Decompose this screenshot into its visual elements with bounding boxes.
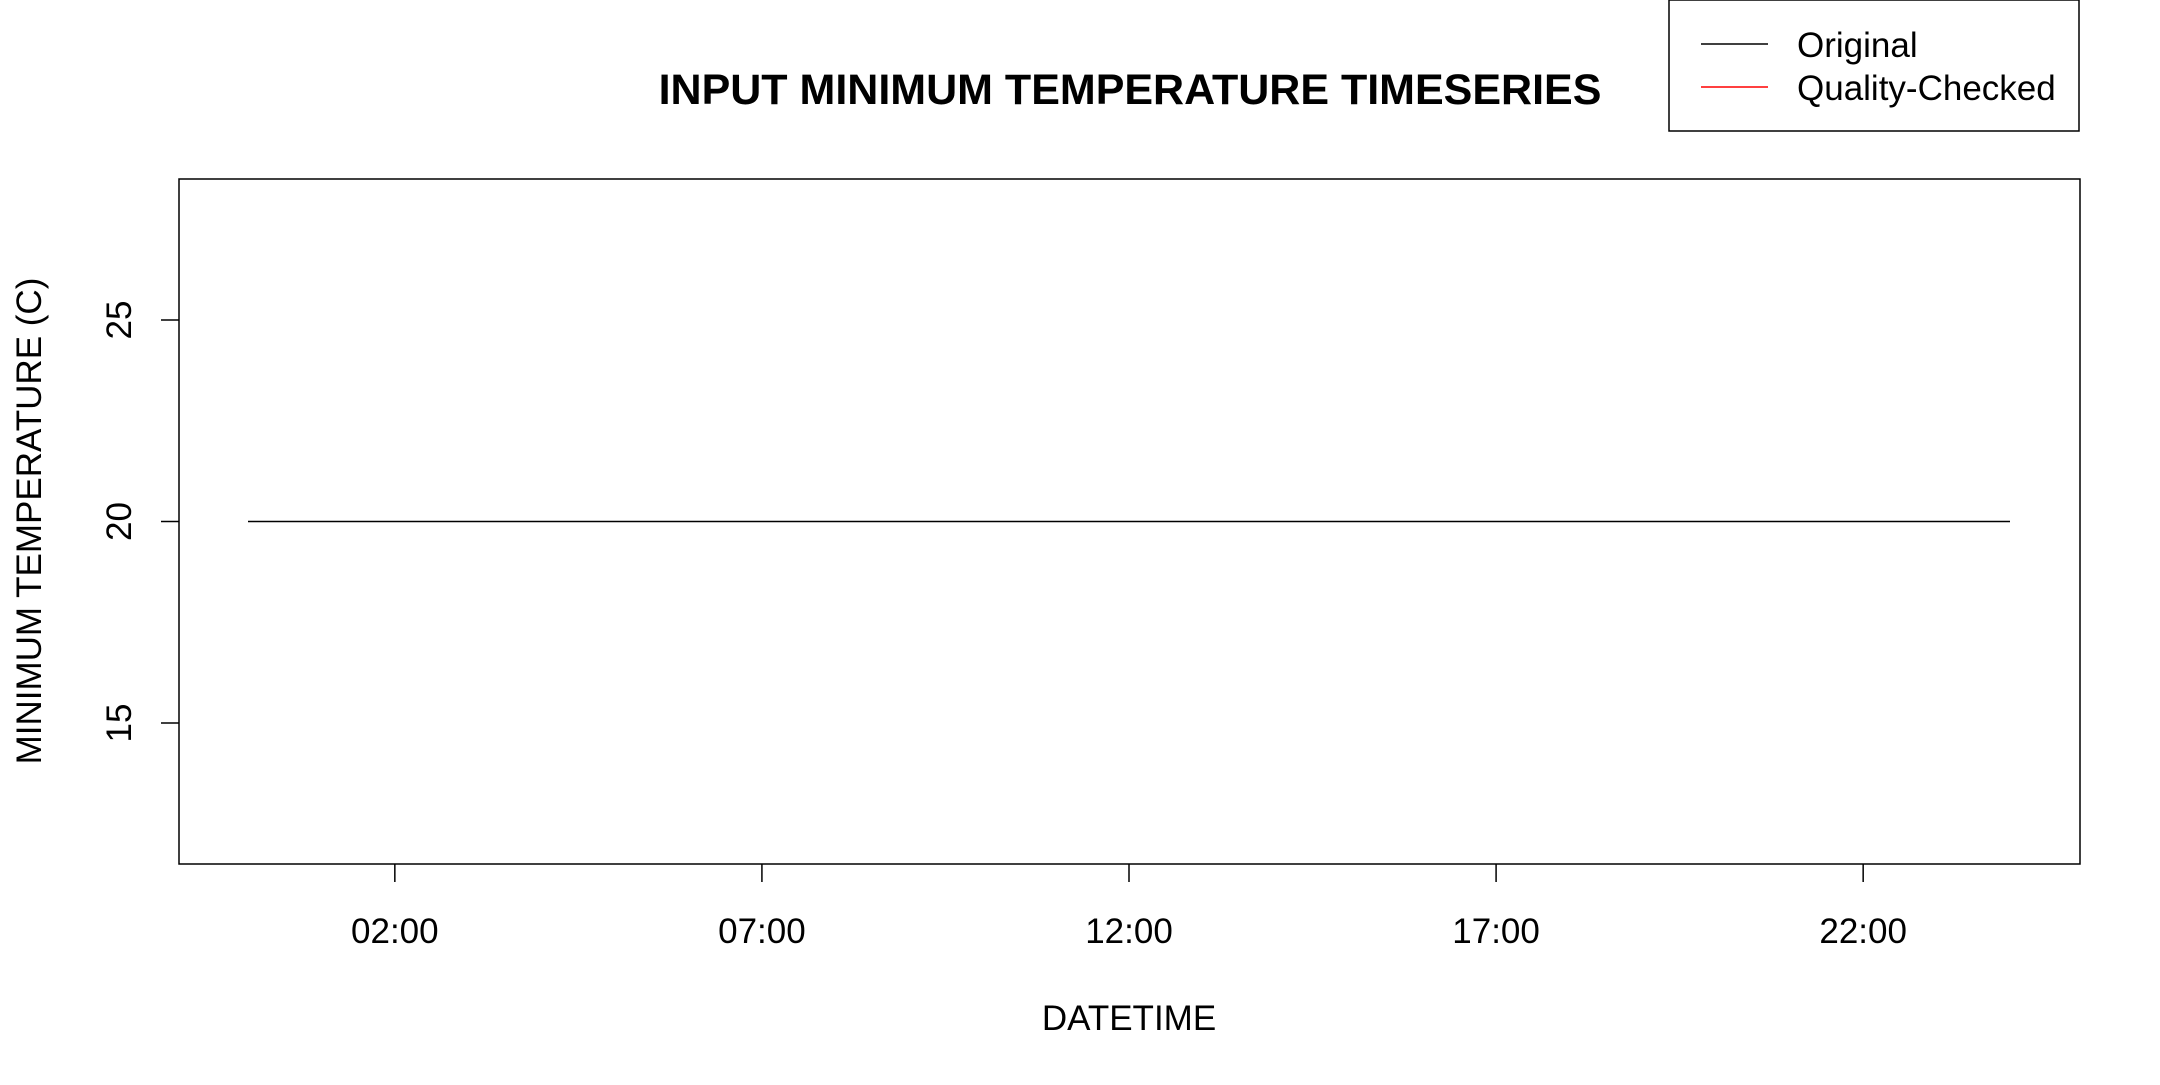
legend: Original Quality-Checked xyxy=(1668,0,2080,132)
y-axis: 15 20 25 xyxy=(100,301,179,743)
x-tick-label: 07:00 xyxy=(718,912,806,951)
x-tick-label: 22:00 xyxy=(1819,912,1907,951)
y-axis-title: MINIMUM TEMPERATURE (C) xyxy=(10,278,49,765)
y-tick-label: 25 xyxy=(100,301,139,340)
legend-label-original: Original xyxy=(1797,26,1918,65)
x-tick-label: 12:00 xyxy=(1085,912,1173,951)
x-axis-title: DATETIME xyxy=(1042,999,1216,1038)
legend-label-quality-checked: Quality-Checked xyxy=(1797,69,2056,108)
y-tick-label: 15 xyxy=(100,704,139,743)
x-tick-label: 02:00 xyxy=(351,912,439,951)
x-tick-label: 17:00 xyxy=(1452,912,1540,951)
legend-box xyxy=(1668,0,2080,132)
x-axis: 02:00 07:00 12:00 17:00 22:00 xyxy=(351,864,1907,951)
y-tick-label: 20 xyxy=(100,502,139,541)
chart-title: INPUT MINIMUM TEMPERATURE TIMESERIES xyxy=(659,66,1602,114)
